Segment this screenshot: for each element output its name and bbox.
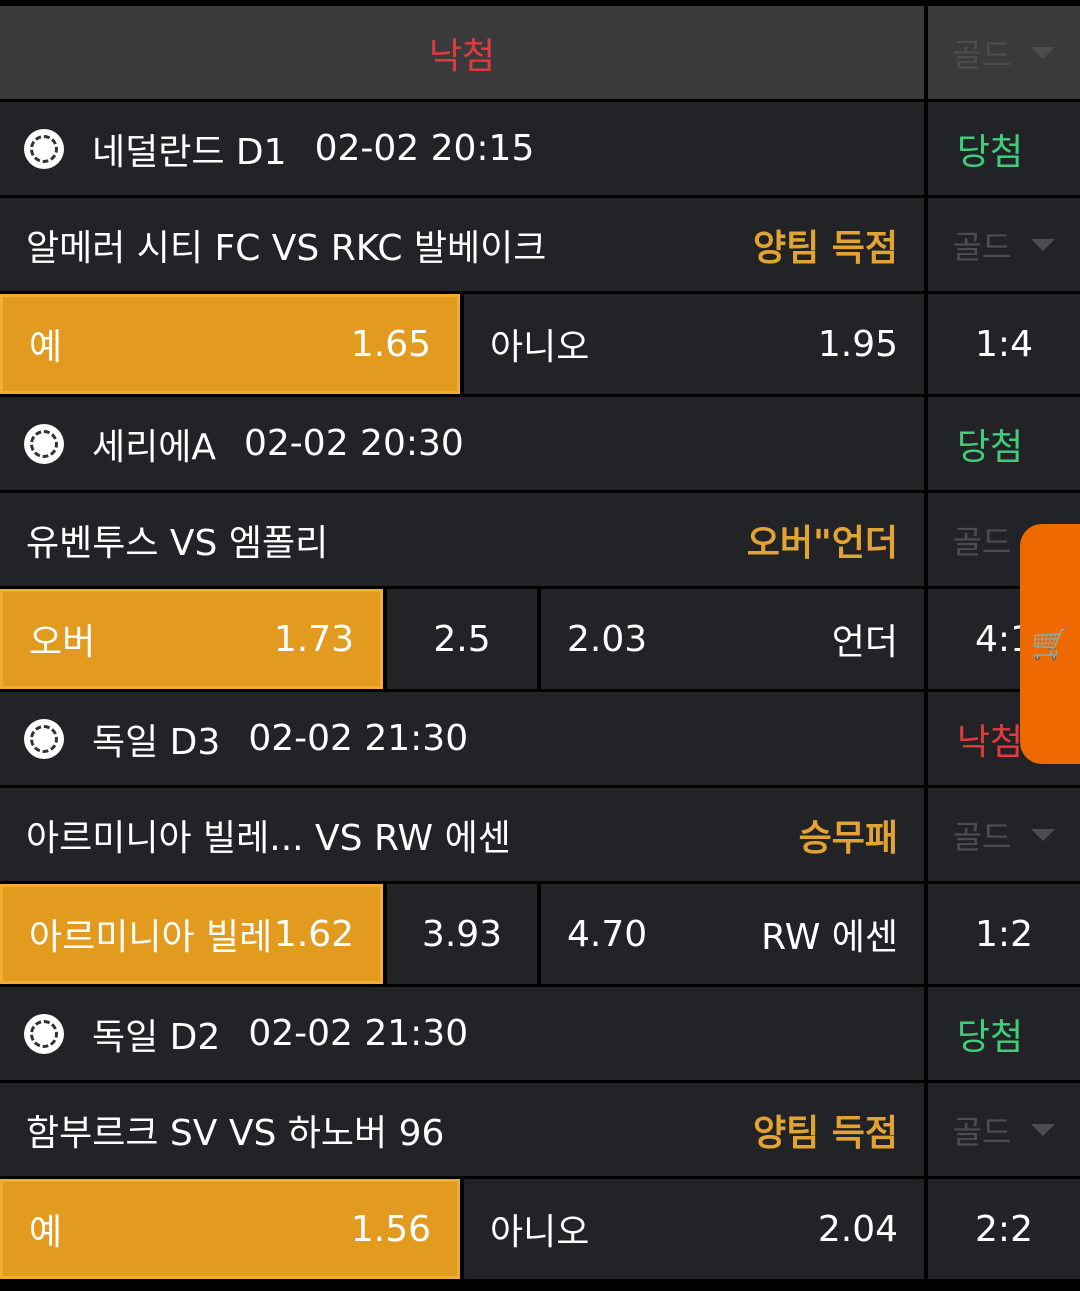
market-type: 승무패 [798,817,898,859]
odds-row: 예 1.65 아니오 1.95 1:4 [0,294,1080,394]
league-name: 독일 D3 [92,721,221,763]
odds-option[interactable]: 2.5 [387,589,537,689]
odds-option[interactable]: 예 1.56 [0,1179,460,1279]
league-row: 네덜란드 D1 02-02 20:15 당첨 [0,102,1080,195]
select-label: 골드 [952,1112,1012,1151]
triangle-down-icon [1031,46,1056,59]
soccer-ball-icon [24,1013,64,1054]
header-row: 낙첨 골드 [0,6,1080,99]
odds-option[interactable]: 4.70 RW 에센 [541,884,924,984]
score: 2:2 [975,1208,1033,1250]
match-time: 02-02 20:15 [314,128,535,169]
score: 1:2 [975,913,1033,955]
option-odds: 1.65 [350,323,431,365]
match-time: 02-02 20:30 [244,423,464,464]
odds-row: 오버 1.73 2.5 2.03 언더 4:1 [0,589,1080,689]
option-label: 언더 [831,622,898,663]
match-row: 유벤투스 VS 엠폴리 오버"언더 골드 [0,493,1080,586]
option-odds: 1.62 [273,913,354,955]
odds-option[interactable]: 3.93 [387,884,537,984]
result-status: 낙첨 [956,721,1024,763]
market-type: 양팀 득점 [752,227,898,269]
odds-option[interactable]: 오버 1.73 [0,589,383,689]
result-status: 당첨 [956,131,1024,173]
match-time: 02-02 21:30 [248,1013,469,1054]
odds-option[interactable]: 아르미니아 빌레 1.62 [0,884,383,984]
match-name: 함부르크 SV VS 하노버 96 [26,1112,445,1154]
option-label: 아니오 [490,327,590,368]
league-row: 독일 D2 02-02 21:30 당첨 [0,987,1080,1080]
bet-slip-list: 낙첨 골드 네덜란드 D1 02-02 20:15 당첨 알메러 시티 FC VS… [0,6,1080,1279]
gold-select[interactable]: 골드 [928,1083,1080,1176]
league-row: 독일 D3 02-02 21:30 낙첨 [0,692,1080,785]
league-row: 세리에A 02-02 20:30 당첨 [0,397,1080,490]
option-odds: 2.04 [817,1208,898,1250]
odds-option[interactable]: 아니오 2.04 [464,1179,924,1279]
overall-status: 낙첨 [428,35,496,77]
soccer-ball-icon [24,423,64,464]
match-name: 유벤투스 VS 엠폴리 [26,522,329,564]
result-status: 당첨 [956,426,1024,468]
option-odds: 4.70 [567,913,648,955]
option-odds: 3.93 [421,913,503,955]
result-status: 당첨 [956,1016,1024,1058]
triangle-down-icon [1031,238,1056,251]
option-odds: 1.73 [273,618,354,660]
shopping-cart-icon: 🛒 [1031,626,1069,662]
match-row: 알메러 시티 FC VS RKC 발베이크 양팀 득점 골드 [0,198,1080,291]
triangle-down-icon [1031,828,1056,841]
option-odds: 2.5 [433,618,491,660]
gold-select[interactable]: 골드 [928,788,1080,881]
option-label: 오버 [29,622,96,663]
league-name: 세리에A [92,426,216,468]
match-row: 함부르크 SV VS 하노버 96 양팀 득점 골드 [0,1083,1080,1176]
market-type: 오버"언더 [746,522,898,564]
gold-select[interactable]: 골드 [928,6,1080,99]
select-label: 골드 [952,227,1012,266]
select-label: 골드 [952,522,1012,561]
option-odds: 2.03 [567,618,648,660]
option-label: 아니오 [490,1212,590,1253]
select-label: 골드 [952,817,1012,856]
market-type: 양팀 득점 [752,1112,898,1154]
option-label: 예 [29,1212,63,1253]
option-label: 예 [29,327,63,368]
match-name: 알메러 시티 FC VS RKC 발베이크 [26,227,547,269]
league-name: 네덜란드 D1 [92,131,287,173]
option-label: 아르미니아 빌레 [29,917,273,958]
league-name: 독일 D2 [92,1016,221,1058]
gold-select[interactable]: 골드 [928,198,1080,291]
odds-row: 예 1.56 아니오 2.04 2:2 [0,1179,1080,1279]
select-label: 골드 [952,35,1012,74]
match-name: 아르미니아 빌레... VS RW 에센 [26,817,511,859]
odds-option[interactable]: 아니오 1.95 [464,294,924,394]
score: 1:4 [975,323,1033,365]
triangle-down-icon [1031,1123,1056,1136]
odds-row: 아르미니아 빌레 1.62 3.93 4.70 RW 에센 1:2 [0,884,1080,984]
odds-option[interactable]: 2.03 언더 [541,589,924,689]
match-time: 02-02 21:30 [248,718,469,759]
soccer-ball-icon [24,718,64,759]
option-label: RW 에센 [761,917,898,958]
cart-button[interactable]: 🛒 [1020,524,1080,764]
odds-option[interactable]: 예 1.65 [0,294,460,394]
option-odds: 1.56 [350,1208,431,1250]
soccer-ball-icon [24,128,64,169]
match-row: 아르미니아 빌레... VS RW 에센 승무패 골드 [0,788,1080,881]
option-odds: 1.95 [817,323,898,365]
